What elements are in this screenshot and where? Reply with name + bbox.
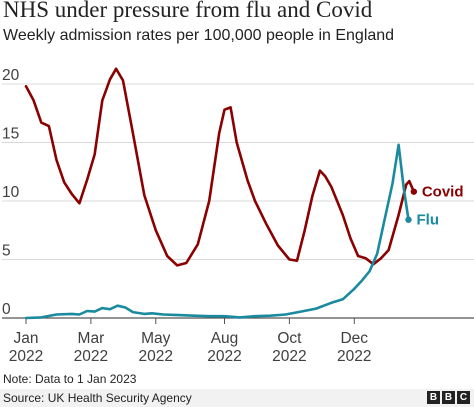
x-tick-label-month: Jan [14, 330, 39, 347]
y-tick-label: 0 [2, 301, 11, 318]
series-line-covid [24, 67, 416, 267]
series-endpoint-flu [405, 216, 412, 223]
y-tick-label: 5 [2, 243, 11, 260]
x-tick-label-year: 2022 [337, 348, 371, 365]
x-tick-label-year: 2022 [74, 348, 108, 365]
x-tick-label-year: 2022 [207, 348, 241, 365]
series-line-flu [24, 143, 410, 320]
series-label-covid: Covid [422, 184, 464, 201]
bbc-logo-letter: B [442, 391, 455, 404]
bbc-logo-letter: C [457, 391, 470, 404]
series-label-flu: Flu [416, 212, 439, 229]
x-tick-label-month: Mar [78, 330, 105, 347]
y-tick-label: 20 [2, 67, 20, 84]
chart-title: NHS under pressure from flu and Covid [3, 0, 373, 22]
y-tick-label: 10 [2, 184, 20, 201]
footer-bar: Source: UK Health Security Agency B B C [0, 389, 474, 407]
y-tick-label: 15 [2, 126, 19, 143]
bbc-logo: B B C [427, 391, 470, 404]
x-tick-label-month: Oct [277, 330, 302, 347]
x-tick-label-year: 2022 [9, 348, 43, 365]
footer-note: Note: Data to 1 Jan 2023 [3, 372, 137, 386]
bbc-logo-letter: B [427, 391, 440, 404]
x-tick-label-month: Dec [340, 330, 368, 347]
series-endpoint-covid [410, 188, 418, 195]
source-text: Source: UK Health Security Agency [3, 391, 192, 405]
x-tick-label-month: Aug [211, 330, 239, 347]
chart-subtitle: Weekly admission rates per 100,000 peopl… [3, 27, 395, 44]
x-tick-label-year: 2022 [272, 348, 306, 365]
x-tick-label-year: 2022 [139, 348, 173, 365]
line-chart: 05101520Jan2022Mar2022May2022Aug2022Oct2… [2, 67, 474, 365]
x-tick-label-month: May [141, 330, 171, 347]
